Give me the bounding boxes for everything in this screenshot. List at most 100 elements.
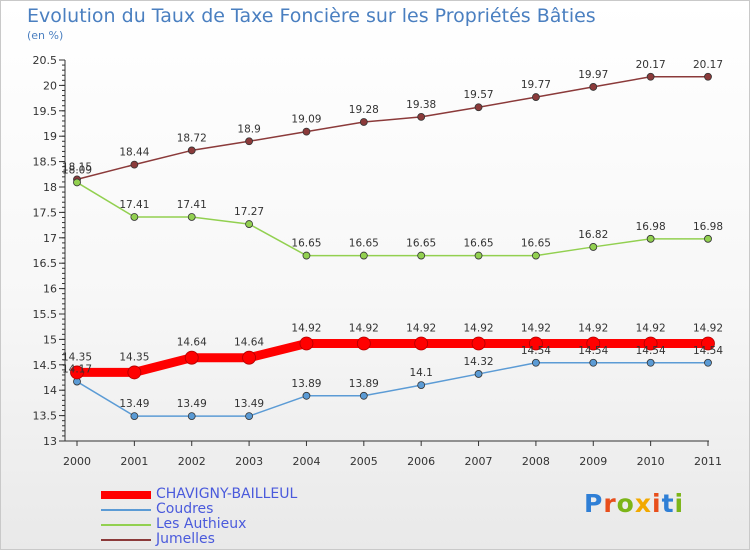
y-tick-label: 14.5	[33, 359, 58, 372]
legend-swatch-chavigny-bailleul	[101, 491, 151, 499]
y-tick-label: 20	[43, 79, 57, 92]
logo-letter: o	[616, 489, 635, 518]
data-label: 18.44	[119, 147, 149, 159]
data-point	[417, 112, 426, 121]
x-tick-label: 2007	[465, 455, 493, 468]
data-point	[474, 370, 483, 378]
data-label: 19.77	[521, 79, 551, 91]
data-label: 20.17	[636, 59, 666, 71]
data-labels-layer: 14.35 14.35 14.64 14.64 14.92 14.92 14.92 14.92…	[62, 59, 723, 410]
data-label: 16.65	[521, 238, 551, 250]
x-tick-label: 2004	[292, 455, 320, 468]
data-label: 14.1	[409, 367, 432, 379]
data-label: 19.09	[291, 114, 321, 126]
data-point	[245, 412, 253, 421]
data-point	[532, 93, 540, 101]
data-point	[245, 220, 253, 228]
data-point	[532, 251, 540, 260]
proxiti-logo: Proxiti	[584, 489, 684, 518]
y-tick-label: 19.5	[33, 105, 58, 118]
data-point	[245, 137, 253, 146]
data-point	[130, 213, 139, 221]
x-tick-label: 2009	[579, 455, 607, 468]
data-label: 19.38	[406, 99, 436, 111]
chart-title: Evolution du Taux de Taxe Foncière sur l…	[27, 5, 596, 27]
x-tick-label: 2003	[235, 455, 263, 468]
data-label: 16.65	[349, 238, 379, 250]
data-label: 19.57	[464, 89, 494, 101]
logo-letter: i	[652, 489, 662, 518]
data-point	[471, 336, 486, 351]
data-label: 14.54	[636, 345, 666, 357]
data-label: 16.98	[636, 221, 666, 233]
data-label: 14.64	[234, 337, 264, 349]
data-label: 14.92	[636, 322, 666, 334]
x-tick-label: 2011	[694, 455, 722, 468]
data-label: 14.92	[349, 322, 379, 334]
data-label: 13.89	[349, 378, 379, 390]
data-point	[646, 72, 655, 81]
series-line-2	[76, 181, 709, 257]
data-label: 16.82	[578, 229, 608, 241]
data-label: 16.98	[693, 221, 723, 233]
series-line-0	[72, 338, 713, 377]
y-tick-label: 14	[43, 384, 57, 397]
data-label: 13.89	[291, 378, 321, 390]
y-tick-label: 19	[43, 130, 57, 143]
data-point	[646, 358, 655, 367]
series-line-3	[76, 76, 709, 181]
y-tick-label: 13.5	[33, 410, 58, 423]
data-point	[704, 234, 712, 243]
axes: 13 13.5 14 14.5 15 15.5 16 16.5 17 17.5 18 18.5 19 19…	[33, 54, 723, 468]
data-label: 18.15	[62, 161, 92, 173]
logo-letter: r	[603, 489, 617, 518]
data-point	[187, 412, 196, 421]
chart-unit-label: (en %)	[27, 29, 64, 42]
data-point	[701, 336, 715, 351]
data-point	[589, 243, 598, 251]
legend-label-coudres: Coudres	[156, 501, 214, 517]
logo-letter: x	[634, 489, 652, 518]
data-point	[414, 336, 429, 351]
data-point	[302, 391, 311, 400]
data-point	[646, 234, 655, 243]
data-label: 18.09	[62, 164, 92, 176]
y-tick-label: 17.5	[33, 206, 58, 219]
x-tick-label: 2008	[522, 455, 550, 468]
series-layer	[70, 72, 715, 421]
legend-swatch-jumelles	[101, 539, 151, 541]
data-label: 14.54	[578, 345, 608, 357]
data-label: 14.35	[62, 351, 92, 363]
y-tick-label: 20.5	[33, 54, 58, 67]
legend-swatch-coudres	[101, 509, 151, 511]
data-label: 14.35	[119, 351, 149, 363]
x-tick-label: 2006	[407, 455, 435, 468]
data-label: 14.92	[291, 322, 321, 334]
data-label: 13.49	[234, 398, 264, 410]
x-tick-label: 2000	[63, 455, 91, 468]
y-tick-label: 18	[43, 181, 57, 194]
data-label: 14.54	[693, 345, 723, 357]
data-label: 16.65	[406, 238, 436, 250]
data-point	[356, 336, 371, 351]
data-label: 18.72	[177, 132, 207, 144]
data-point	[184, 350, 199, 365]
data-point	[589, 83, 598, 91]
data-point	[704, 358, 712, 367]
data-point	[359, 118, 368, 126]
legend-label-chavigny-bailleul: CHAVIGNY-BAILLEUL	[156, 486, 298, 502]
data-point	[70, 365, 84, 380]
data-label: 18.9	[237, 123, 260, 135]
data-point	[529, 336, 543, 351]
logo-letter: t	[661, 489, 675, 518]
legend-swatch-les-authieux	[101, 524, 151, 526]
data-label: 19.28	[349, 104, 379, 116]
series-line-1	[76, 362, 709, 417]
data-label: 14.92	[578, 322, 608, 334]
data-point	[302, 251, 311, 260]
data-label: 17.27	[234, 206, 264, 218]
data-label: 14.32	[464, 356, 494, 368]
data-label: 16.65	[464, 238, 494, 250]
